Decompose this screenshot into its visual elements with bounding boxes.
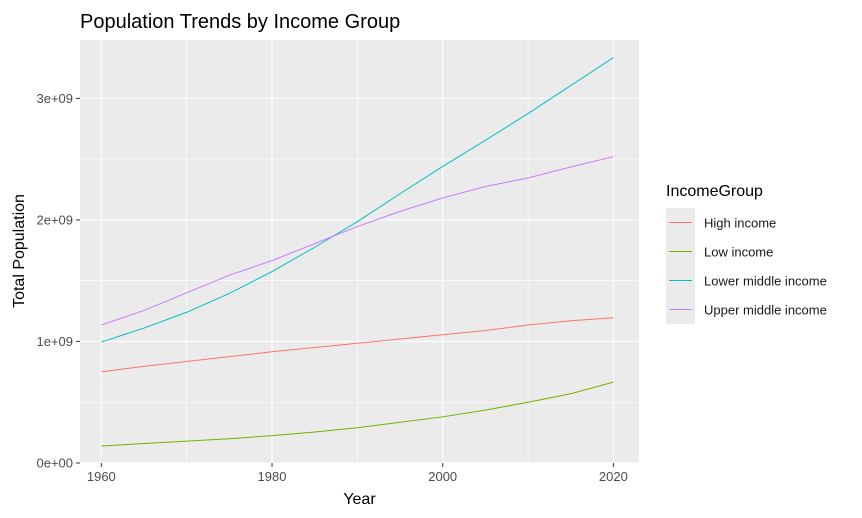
x-tick-label: 1960 (87, 469, 116, 484)
y-axis-title: Total Population (11, 194, 28, 308)
legend-item-high-income: High income (666, 208, 776, 237)
plot-panel (80, 40, 639, 463)
y-tick-label: 0e+00 (36, 456, 73, 471)
axis-ticks (76, 97, 614, 467)
y-tick-label: 1e+09 (36, 334, 73, 349)
legend: IncomeGroup High income Low income Lower m… (666, 183, 827, 324)
grid-minor (80, 40, 639, 463)
y-tick-label: 2e+09 (36, 212, 73, 227)
chart-title: Population Trends by Income Group (80, 11, 400, 33)
x-tick-label: 1980 (258, 469, 287, 484)
series-line-high-income (101, 317, 614, 373)
legend-label: Upper middle income (704, 303, 827, 318)
y-tick-labels: 0e+00 1e+09 2e+09 3e+09 (36, 91, 73, 471)
x-tick-label: 2020 (599, 469, 628, 484)
legend-label: Lower middle income (704, 274, 827, 289)
legend-title: IncomeGroup (666, 183, 763, 200)
series-lines (101, 57, 614, 447)
y-tick-label: 3e+09 (36, 91, 73, 106)
series-line-upper-middle-income (101, 156, 614, 326)
legend-item-upper-middle-income: Upper middle income (666, 295, 827, 324)
legend-label: Low income (704, 245, 773, 260)
series-line-lower-middle-income (101, 57, 614, 343)
x-tick-labels: 1960 1980 2000 2020 (87, 469, 628, 484)
legend-item-lower-middle-income: Lower middle income (666, 266, 827, 295)
legend-label: High income (704, 216, 776, 231)
series-line-low-income (101, 381, 614, 447)
x-tick-label: 2000 (428, 469, 457, 484)
legend-items: High income Low income Lower middle income… (666, 208, 827, 324)
legend-item-low-income: Low income (666, 237, 773, 266)
x-axis-title: Year (343, 491, 376, 508)
